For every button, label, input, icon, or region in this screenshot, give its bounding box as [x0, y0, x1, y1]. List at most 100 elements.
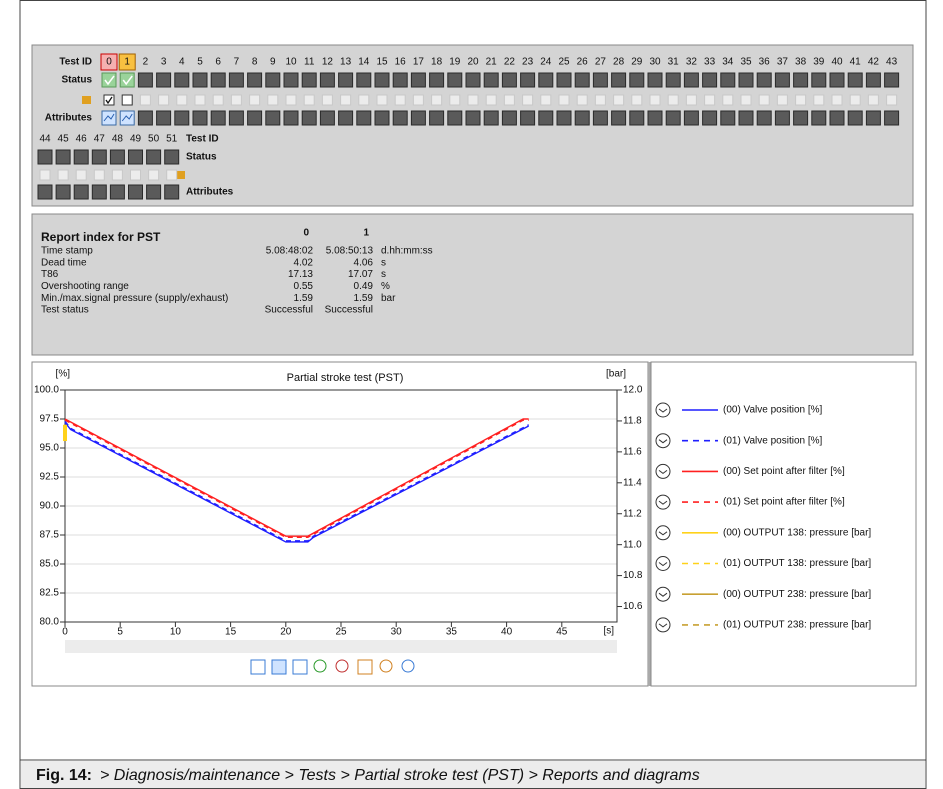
attr-empty[interactable]	[556, 110, 572, 126]
status-empty[interactable]	[884, 72, 900, 88]
test-id[interactable]: 18	[431, 57, 443, 68]
tool[interactable]	[271, 659, 287, 675]
attr-empty[interactable]	[429, 110, 445, 126]
test-id[interactable]: 17	[413, 57, 425, 68]
test-id[interactable]: 9	[270, 57, 276, 68]
status-ok[interactable]	[101, 72, 117, 88]
test-id[interactable]: 14	[358, 57, 370, 68]
attr-empty[interactable]	[146, 184, 162, 200]
test-id[interactable]: 19	[449, 57, 461, 68]
attr-empty[interactable]	[392, 110, 408, 126]
test-id[interactable]: 28	[613, 57, 625, 68]
status-empty[interactable]	[702, 72, 718, 88]
test-id[interactable]: 6	[215, 57, 221, 68]
status-empty[interactable]	[738, 72, 754, 88]
status-empty[interactable]	[228, 72, 244, 88]
attr-empty[interactable]	[73, 184, 89, 200]
status-empty[interactable]	[137, 72, 153, 88]
status-empty[interactable]	[556, 72, 572, 88]
test-id[interactable]: 32	[686, 57, 698, 68]
test-id[interactable]: 1	[124, 57, 130, 68]
attr-empty[interactable]	[447, 110, 463, 126]
status-empty[interactable]	[301, 72, 317, 88]
status-empty[interactable]	[793, 72, 809, 88]
tool[interactable]	[401, 659, 415, 673]
attr-empty[interactable]	[647, 110, 663, 126]
attr-empty[interactable]	[720, 110, 736, 126]
test-id[interactable]: 25	[558, 57, 570, 68]
test-id[interactable]: 33	[704, 57, 716, 68]
test-id[interactable]: 41	[850, 57, 862, 68]
attr-empty[interactable]	[865, 110, 881, 126]
test-id[interactable]: 2	[143, 57, 149, 68]
tool[interactable]	[335, 659, 349, 673]
attr-empty[interactable]	[592, 110, 608, 126]
status-empty[interactable]	[538, 72, 554, 88]
attr-empty[interactable]	[156, 110, 172, 126]
legend-toggle[interactable]	[655, 463, 671, 479]
test-id[interactable]: 7	[234, 57, 240, 68]
test-id[interactable]: 35	[740, 57, 752, 68]
status-empty[interactable]	[574, 72, 590, 88]
status-empty[interactable]	[356, 72, 372, 88]
status-empty[interactable]	[37, 149, 53, 165]
status-empty[interactable]	[374, 72, 390, 88]
test-id[interactable]: 22	[504, 57, 516, 68]
legend-toggle[interactable]	[655, 402, 671, 418]
tool[interactable]	[250, 659, 266, 675]
status-empty[interactable]	[283, 72, 299, 88]
attr-empty[interactable]	[574, 110, 590, 126]
status-empty[interactable]	[192, 72, 208, 88]
status-empty[interactable]	[501, 72, 517, 88]
test-id[interactable]: 44	[39, 134, 51, 145]
attr-empty[interactable]	[410, 110, 426, 126]
attr-empty[interactable]	[164, 184, 180, 200]
status-empty[interactable]	[447, 72, 463, 88]
attr-empty[interactable]	[137, 110, 153, 126]
status-empty[interactable]	[847, 72, 863, 88]
status-empty[interactable]	[665, 72, 681, 88]
attr-empty[interactable]	[55, 184, 71, 200]
status-empty[interactable]	[91, 149, 107, 165]
test-id[interactable]: 15	[376, 57, 388, 68]
tool[interactable]	[357, 659, 373, 675]
attr-empty[interactable]	[465, 110, 481, 126]
attr-empty[interactable]	[774, 110, 790, 126]
test-id[interactable]: 3	[161, 57, 167, 68]
attr-icon[interactable]	[101, 110, 117, 126]
status-empty[interactable]	[410, 72, 426, 88]
test-id[interactable]: 8	[252, 57, 258, 68]
attr-empty[interactable]	[483, 110, 499, 126]
status-empty[interactable]	[647, 72, 663, 88]
test-id[interactable]: 50	[148, 134, 160, 145]
status-empty[interactable]	[465, 72, 481, 88]
attr-empty[interactable]	[702, 110, 718, 126]
test-id[interactable]: 45	[58, 134, 70, 145]
test-id[interactable]: 26	[577, 57, 589, 68]
attr-empty[interactable]	[756, 110, 772, 126]
legend-toggle[interactable]	[655, 617, 671, 633]
attr-empty[interactable]	[228, 110, 244, 126]
test-id[interactable]: 43	[886, 57, 898, 68]
attr-empty[interactable]	[174, 110, 190, 126]
test-id[interactable]: 21	[486, 57, 498, 68]
attr-empty[interactable]	[629, 110, 645, 126]
test-id[interactable]: 36	[759, 57, 771, 68]
test-id[interactable]: 31	[668, 57, 680, 68]
attr-empty[interactable]	[37, 184, 53, 200]
attr-empty[interactable]	[265, 110, 281, 126]
status-empty[interactable]	[109, 149, 125, 165]
attr-empty[interactable]	[356, 110, 372, 126]
scrollbar[interactable]	[65, 640, 617, 653]
attr-empty[interactable]	[738, 110, 754, 126]
attr-empty[interactable]	[301, 110, 317, 126]
status-empty[interactable]	[592, 72, 608, 88]
status-empty[interactable]	[338, 72, 354, 88]
test-id[interactable]: 34	[722, 57, 734, 68]
tool[interactable]	[292, 659, 308, 675]
status-empty[interactable]	[156, 72, 172, 88]
test-id[interactable]: 24	[540, 57, 552, 68]
attr-icon[interactable]	[119, 110, 135, 126]
status-empty[interactable]	[146, 149, 162, 165]
status-empty[interactable]	[520, 72, 536, 88]
